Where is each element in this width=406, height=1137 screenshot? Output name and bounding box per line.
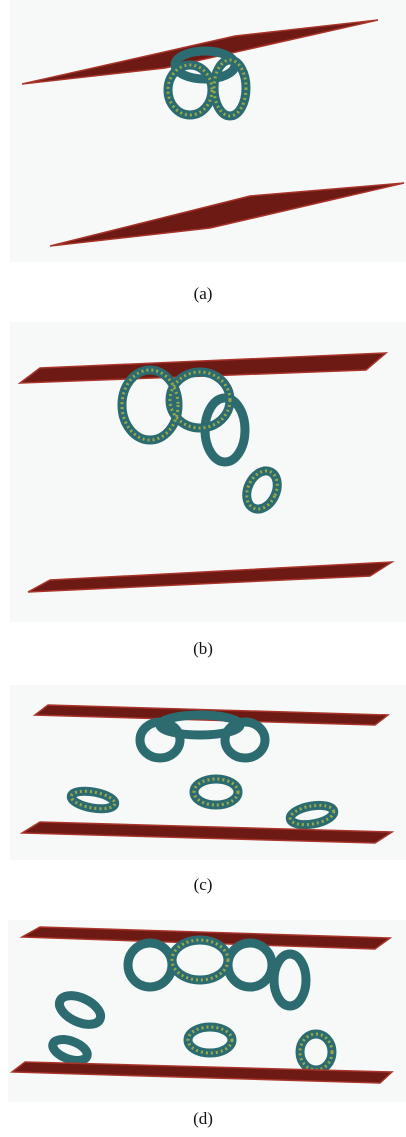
panel-c-image (10, 685, 406, 860)
figure: (a) (b) (c) (0, 0, 406, 1137)
panel-label: (d) (193, 1109, 213, 1128)
panel-label: (b) (193, 639, 213, 658)
panel-a-image (10, 0, 406, 262)
panel-label: (c) (194, 875, 213, 894)
panel-label: (a) (194, 284, 213, 303)
panel-d-image (8, 920, 406, 1102)
panel-b-image (10, 322, 406, 622)
